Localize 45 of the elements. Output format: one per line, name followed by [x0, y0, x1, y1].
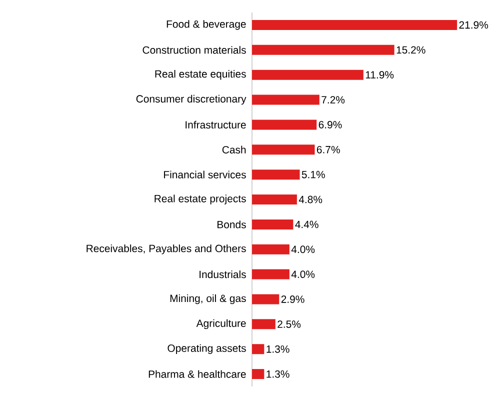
data-label: 6.9%: [318, 121, 342, 128]
bar: [252, 120, 317, 130]
y-tick-label: Real estate projects: [154, 194, 246, 204]
y-tick-label: Industrials: [200, 270, 246, 278]
bar: [252, 294, 280, 304]
bar: [252, 44, 394, 55]
data-label: 2.5%: [278, 320, 301, 328]
bar: [252, 194, 297, 205]
y-tick-label: Bonds: [218, 220, 246, 228]
data-label: 11.9%: [366, 71, 394, 79]
data-label: 1.3%: [266, 345, 290, 353]
data-label: 1.3%: [266, 370, 290, 378]
data-label: 6.7%: [316, 146, 340, 154]
y-tick-label: Receivables, Payables and Others: [86, 244, 246, 254]
data-label: 5.1%: [302, 170, 325, 178]
y-tick-label: Agriculture: [196, 319, 246, 330]
y-tick-label: Mining, oil & gas: [170, 294, 246, 304]
data-label: 4.8%: [298, 196, 322, 204]
data-label: 15.2%: [396, 46, 426, 54]
bar: [252, 170, 300, 180]
bar: [252, 94, 320, 105]
bar: [252, 70, 364, 80]
bar: [252, 144, 315, 155]
bar: [252, 20, 458, 30]
bar: [252, 344, 264, 354]
data-label: 4.0%: [291, 246, 315, 254]
data-label: 7.2%: [322, 96, 345, 104]
data-label: 4.4%: [295, 220, 318, 228]
bar: [252, 219, 294, 230]
y-tick-label: Pharma & healthcare: [148, 370, 246, 378]
bar: [252, 244, 290, 254]
y-tick-label: Consumer discretionary: [136, 94, 246, 105]
bar: [252, 269, 290, 280]
y-tick-label: Cash: [222, 146, 246, 154]
y-tick-label: Financial services: [164, 170, 246, 178]
y-tick-label: Operating assets: [168, 344, 246, 354]
data-label: 4.0%: [291, 270, 315, 278]
y-tick-label: Real estate equities: [155, 70, 246, 80]
y-tick-label: Food & beverage: [166, 20, 246, 30]
bar: [252, 369, 264, 380]
y-tick-label: Construction materials: [142, 46, 246, 54]
y-tick-label: Infrastructure: [186, 120, 246, 129]
data-label: 2.9%: [281, 296, 304, 303]
bar: [252, 319, 276, 330]
data-label: 21.9%: [459, 21, 488, 29]
